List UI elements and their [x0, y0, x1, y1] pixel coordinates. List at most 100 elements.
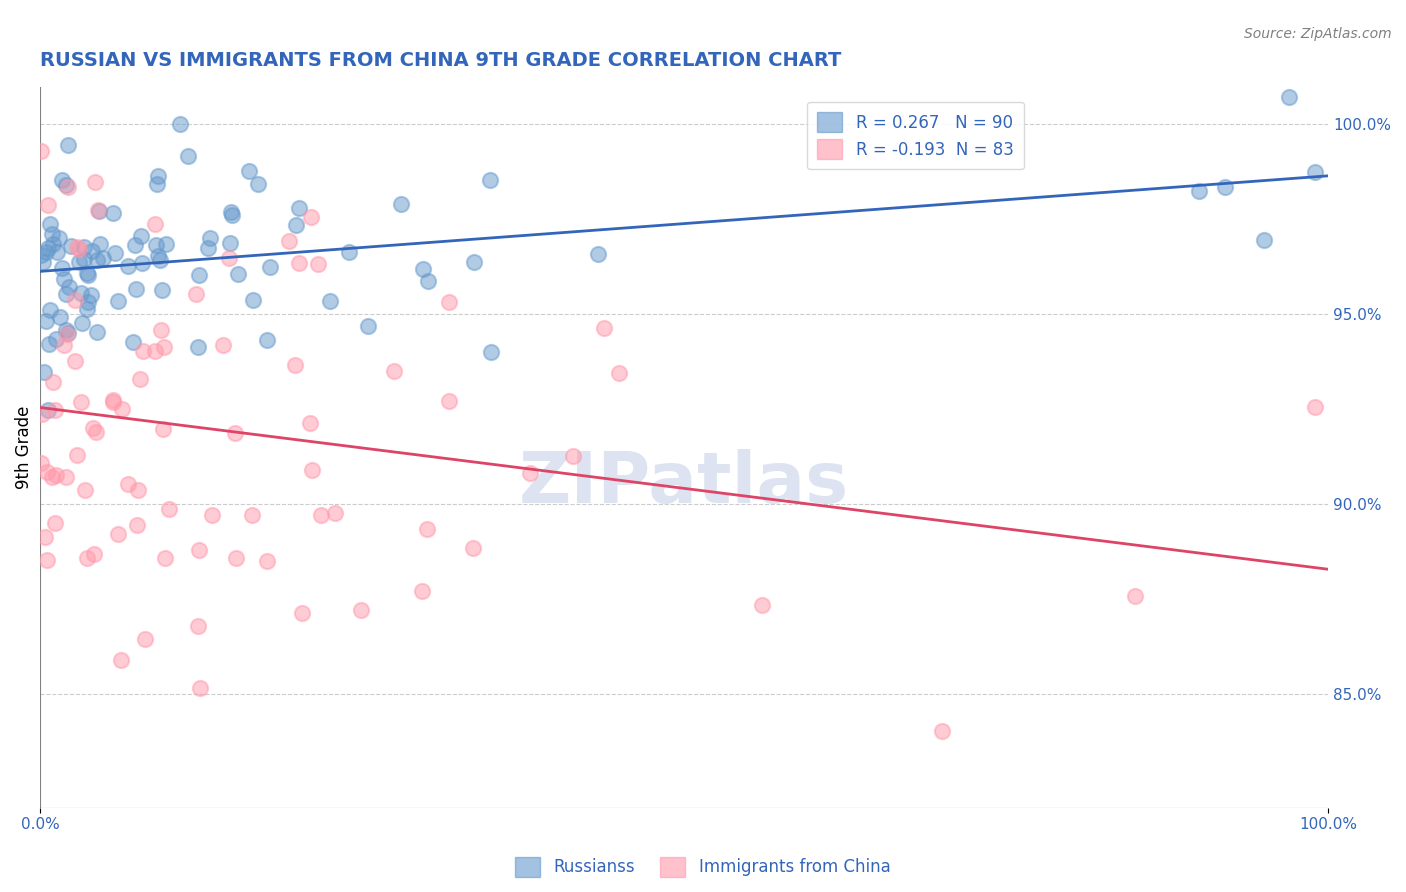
Point [44, 403, 66, 417]
Point [197, 241, 219, 255]
Point [129, 228, 152, 243]
Point [38, 337, 60, 351]
Point [77, 294, 100, 309]
Point [148, 249, 170, 263]
Point [41, 375, 63, 389]
Point [411, 583, 433, 598]
Point [42, 237, 65, 252]
Point [461, 541, 484, 555]
Point [37, 403, 59, 417]
Point [291, 606, 314, 620]
Point [66, 240, 89, 254]
Point [34, 365, 56, 379]
Point [246, 177, 269, 191]
Point [129, 372, 152, 386]
Point [1278, 89, 1301, 103]
Point [41, 469, 63, 483]
Point [31, 407, 53, 421]
Point [285, 218, 308, 232]
Point [58, 180, 80, 194]
Point [226, 268, 249, 282]
Point [70, 395, 93, 409]
Point [319, 294, 342, 309]
Point [55, 470, 77, 484]
Point [256, 554, 278, 568]
Point [67, 254, 90, 268]
Text: ZIPatlas: ZIPatlas [519, 449, 849, 517]
Point [124, 238, 146, 252]
Point [224, 426, 246, 441]
Point [103, 393, 125, 408]
Point [79, 288, 101, 302]
Point [67, 242, 90, 256]
Point [150, 283, 173, 297]
Point [478, 173, 501, 187]
Point [41, 227, 63, 242]
Point [122, 335, 145, 350]
Point [37, 241, 59, 255]
Point [931, 724, 953, 739]
Point [152, 422, 174, 436]
Point [416, 274, 439, 288]
Point [143, 217, 166, 231]
Point [56, 138, 79, 153]
Point [225, 551, 247, 566]
Point [187, 268, 209, 282]
Point [55, 178, 77, 192]
Point [51, 173, 73, 187]
Point [1303, 165, 1326, 179]
Point [238, 163, 260, 178]
Point [104, 246, 127, 260]
Point [284, 359, 307, 373]
Point [149, 323, 172, 337]
Point [240, 508, 263, 522]
Point [56, 326, 79, 341]
Point [307, 256, 329, 270]
Point [35, 553, 58, 567]
Point [35, 314, 58, 328]
Point [143, 344, 166, 359]
Point [65, 293, 87, 308]
Text: RUSSIAN VS IMMIGRANTS FROM CHINA 9TH GRADE CORRELATION CHART: RUSSIAN VS IMMIGRANTS FROM CHINA 9TH GRA… [39, 51, 841, 70]
Y-axis label: 9th Grade: 9th Grade [15, 405, 32, 489]
Point [751, 599, 773, 613]
Point [256, 333, 278, 347]
Point [309, 508, 332, 522]
Point [219, 205, 242, 219]
Point [288, 201, 311, 215]
Point [278, 235, 301, 249]
Point [73, 483, 96, 497]
Point [437, 393, 460, 408]
Point [1213, 179, 1236, 194]
Point [101, 206, 124, 220]
Point [588, 247, 610, 261]
Point [38, 217, 60, 231]
Point [127, 483, 149, 497]
Point [1188, 184, 1211, 198]
Point [107, 294, 129, 309]
Point [416, 522, 439, 536]
Point [82, 421, 104, 435]
Point [134, 632, 156, 646]
Point [242, 293, 264, 307]
Point [153, 551, 176, 566]
Point [592, 321, 614, 335]
Point [76, 550, 98, 565]
Point [389, 197, 412, 211]
Point [69, 285, 91, 300]
Point [84, 425, 107, 439]
Point [463, 255, 485, 269]
Point [107, 527, 129, 541]
Point [72, 316, 94, 330]
Point [1253, 233, 1275, 247]
Legend: R = 0.267   N = 90, R = -0.193  N = 83: R = 0.267 N = 90, R = -0.193 N = 83 [807, 102, 1024, 169]
Point [479, 344, 502, 359]
Point [145, 237, 167, 252]
Point [48, 231, 70, 245]
Point [221, 208, 243, 222]
Point [73, 240, 96, 254]
Point [437, 295, 460, 310]
Point [357, 319, 380, 334]
Point [76, 267, 98, 281]
Point [30, 144, 52, 158]
